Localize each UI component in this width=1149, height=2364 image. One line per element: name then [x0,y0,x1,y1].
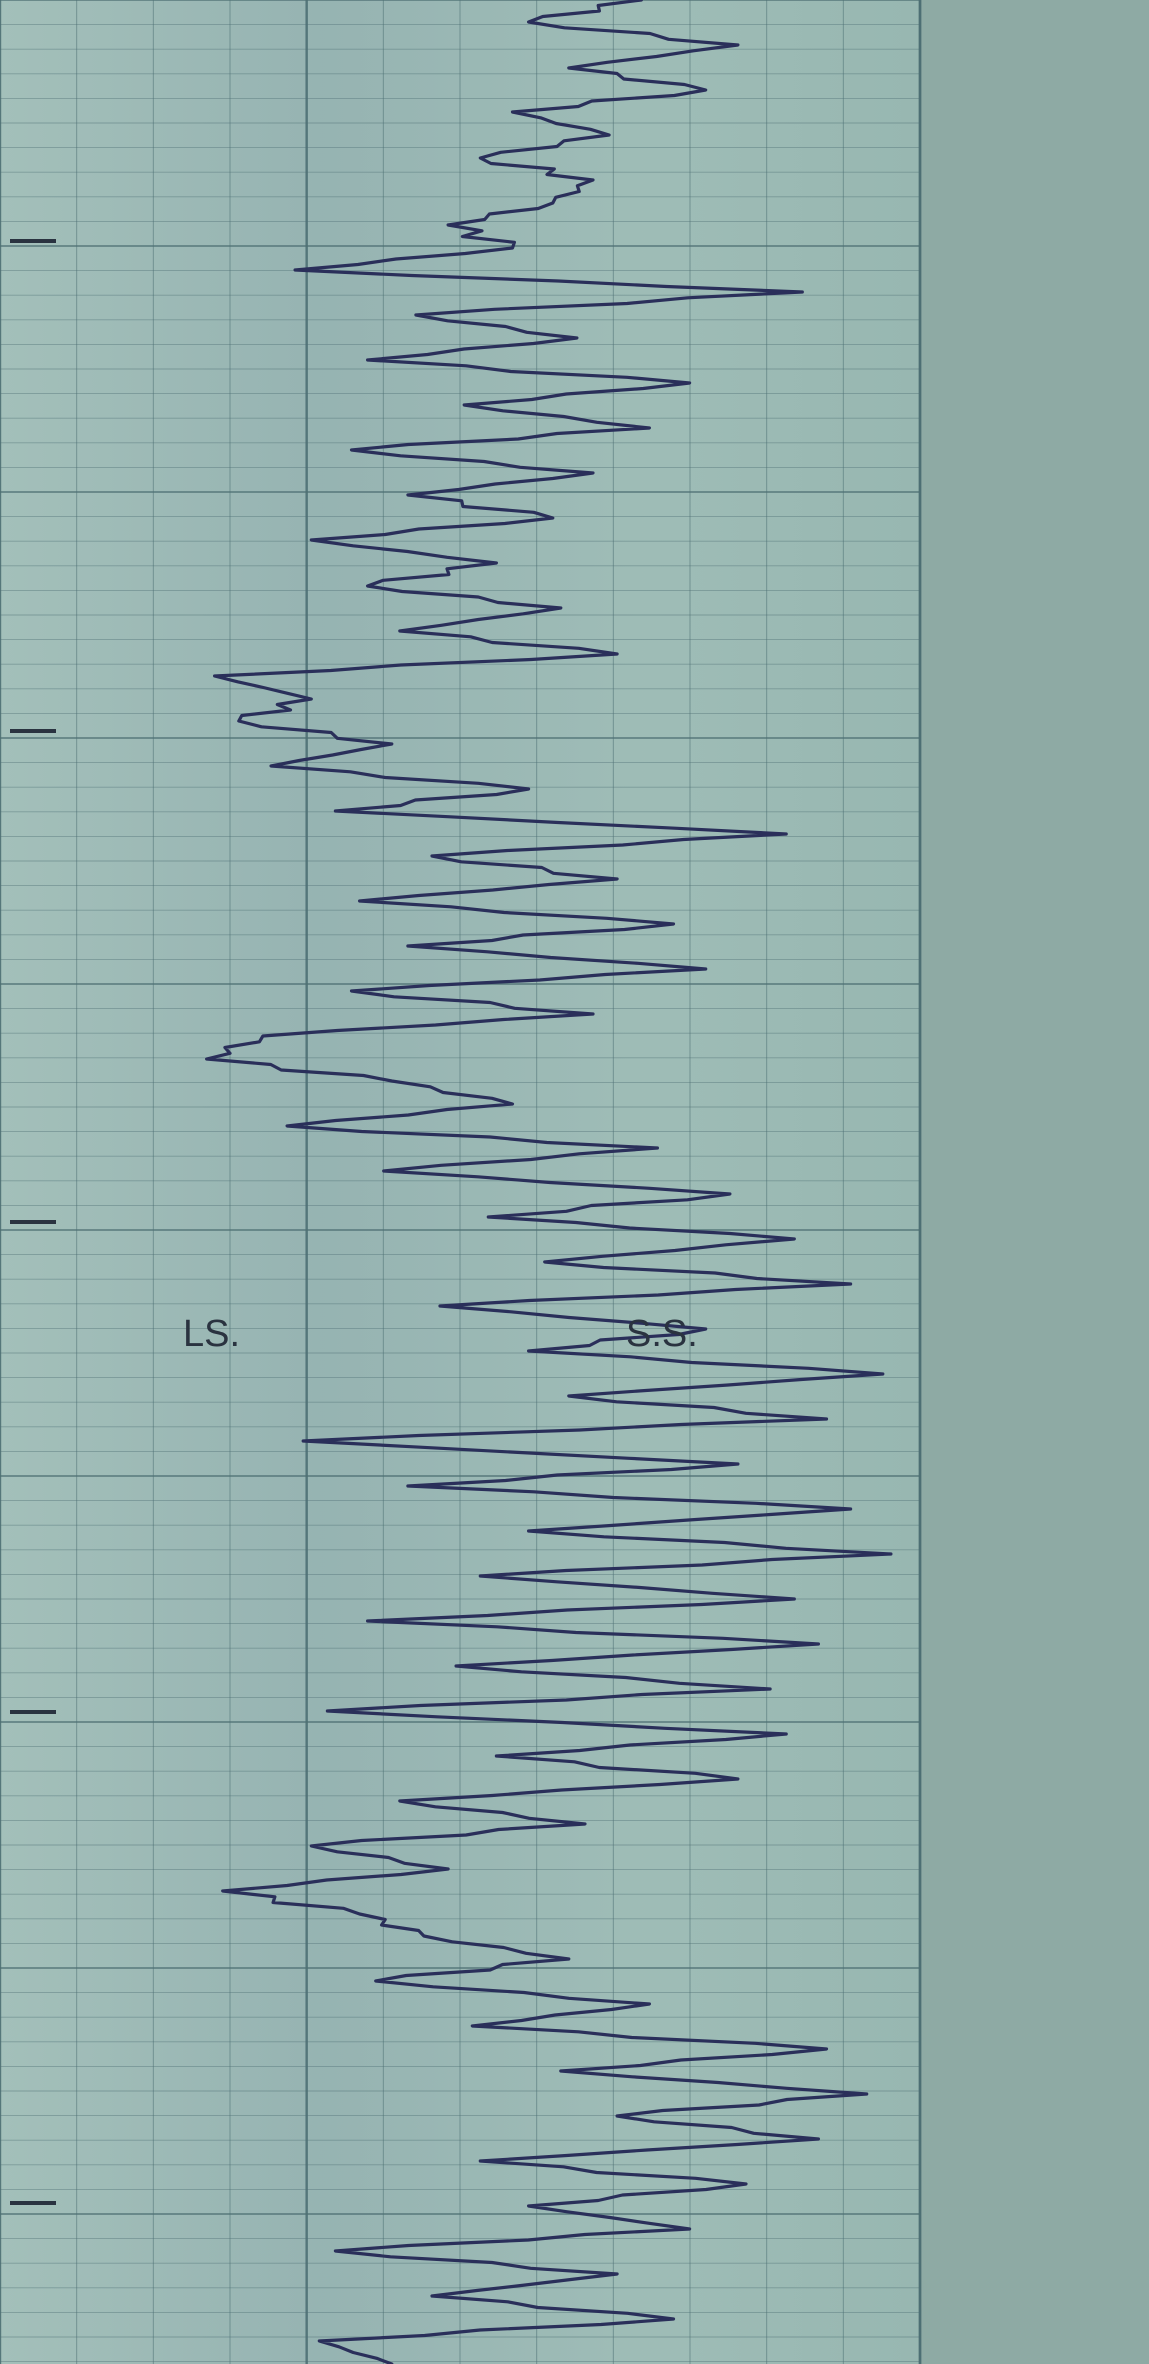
ls-label: LS. [183,1313,240,1355]
log-trace-line [205,0,893,2364]
right-margin-paper [920,0,1149,2364]
chart-labels: LS. S.S. [183,1313,698,1355]
depth-tick-marks [10,239,56,2205]
ss-label: S.S. [626,1313,698,1355]
